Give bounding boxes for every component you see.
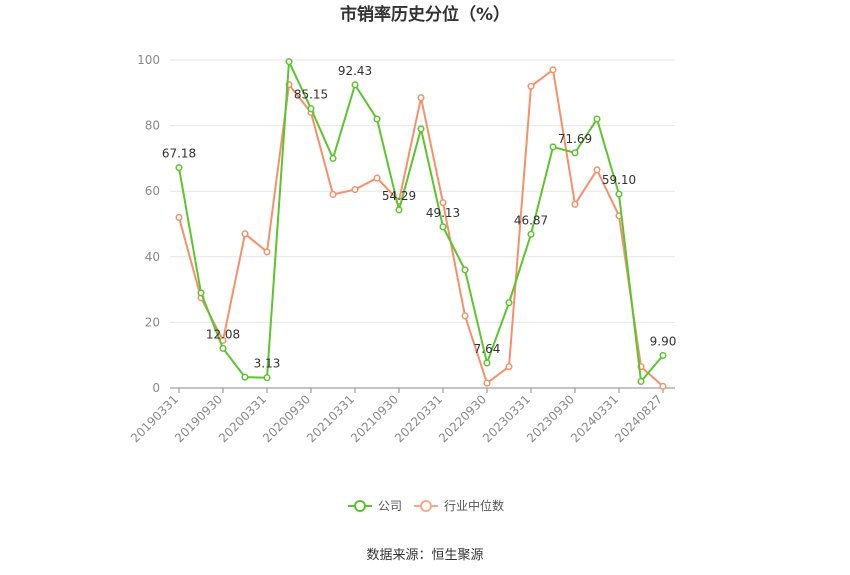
data-point: [615, 190, 623, 198]
y-tick-label: 40: [145, 250, 160, 264]
y-tick-label: 80: [145, 119, 160, 133]
data-point: [329, 154, 337, 162]
data-point: [263, 374, 271, 382]
series-layer: [175, 57, 667, 390]
data-point: [439, 199, 447, 207]
data-label: 49.13: [426, 206, 460, 220]
data-point: [659, 351, 667, 360]
data-point: [527, 230, 535, 238]
chart-title: 市销率历史分位（%）: [340, 4, 510, 25]
series-industry-median: [175, 66, 667, 390]
data-label: 7.64: [474, 342, 501, 356]
data-label: 71.69: [558, 132, 592, 146]
data-point: [549, 66, 557, 74]
y-tick-label: 100: [137, 53, 160, 67]
data-point: [351, 186, 359, 194]
series-line: [178, 68, 664, 388]
series-line: [178, 57, 664, 384]
data-label: 9.90: [650, 335, 677, 349]
data-label: 85.15: [294, 88, 328, 102]
data-point: [417, 125, 425, 133]
data-point: [307, 105, 315, 113]
data-label: 46.87: [514, 213, 548, 227]
legend-marker-company: [354, 500, 366, 512]
data-point: [329, 190, 337, 199]
data-point: [219, 344, 227, 352]
data-labels: 67.18 12.08 3.13 85.15 92.43 54.29 49.13 7.64 46…: [162, 64, 677, 371]
data-point: [571, 149, 579, 157]
y-tick-label: 20: [145, 315, 160, 329]
data-point: [175, 213, 183, 221]
data-point: [373, 115, 381, 123]
data-point: [241, 373, 249, 381]
legend-item-company[interactable]: 公司: [348, 499, 402, 513]
x-tick-label: 20240827: [612, 392, 665, 445]
legend-label-company: 公司: [378, 499, 402, 513]
data-point: [197, 289, 205, 297]
axes: 0204060801002019033120190930202003312020…: [128, 53, 675, 445]
data-point: [593, 115, 601, 123]
data-label: 67.18: [162, 147, 196, 161]
data-point: [483, 379, 491, 387]
source-note: 数据来源：恒生聚源: [366, 548, 483, 563]
grid-lines: [170, 59, 675, 323]
data-label: 59.10: [602, 173, 636, 187]
data-point: [175, 164, 183, 172]
legend-label-industry-median: 行业中位数: [444, 498, 504, 513]
data-label: 54.29: [382, 189, 416, 203]
data-point: [549, 143, 557, 151]
data-label: 3.13: [254, 357, 281, 371]
y-tick-label: 60: [145, 184, 160, 198]
data-point: [461, 266, 469, 274]
data-point: [527, 82, 535, 90]
data-point: [439, 223, 447, 231]
data-point: [593, 166, 601, 174]
data-point: [637, 377, 645, 385]
data-label: 12.08: [206, 327, 240, 341]
y-tick-label: 0: [152, 381, 160, 395]
legend-item-industry-median[interactable]: 行业中位数: [414, 498, 504, 513]
data-point: [395, 206, 403, 214]
data-point: [285, 58, 293, 66]
data-point: [417, 94, 425, 102]
data-point: [571, 200, 579, 208]
data-point: [351, 81, 359, 89]
data-label: 92.43: [338, 64, 372, 78]
data-point: [461, 312, 469, 320]
legend-marker-industry-median: [420, 500, 432, 512]
series-company: [175, 57, 667, 385]
data-point: [373, 174, 381, 182]
data-point: [263, 248, 271, 256]
data-point: [659, 382, 667, 390]
data-point: [505, 299, 513, 307]
data-point: [483, 359, 491, 367]
data-point: [241, 230, 249, 238]
legend[interactable]: 公司 行业中位数: [348, 498, 504, 513]
data-point: [505, 363, 513, 371]
